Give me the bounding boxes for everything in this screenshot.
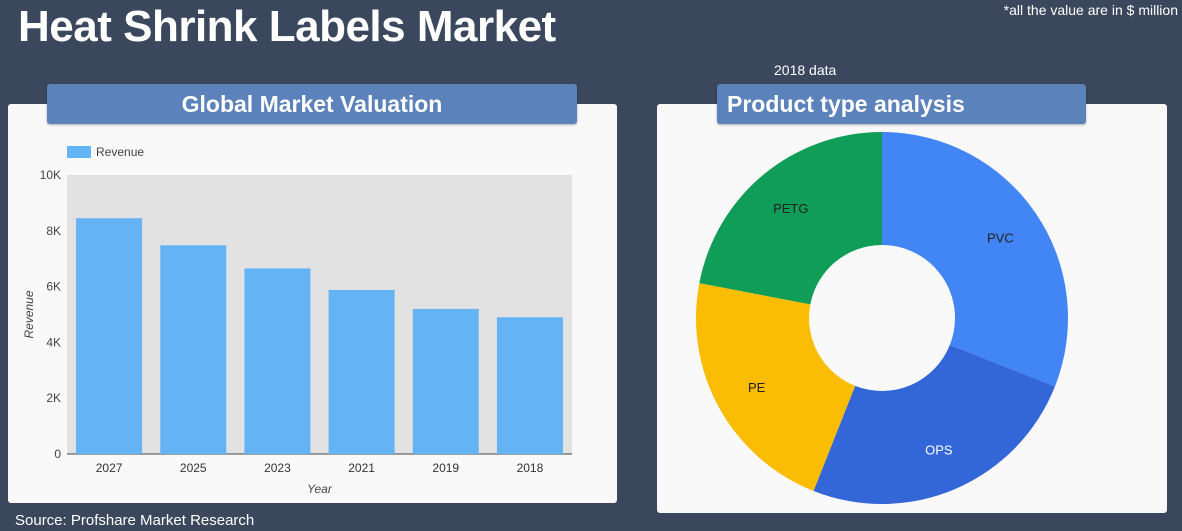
y-axis-title: Revenue	[22, 290, 36, 338]
y-tick-label: 6K	[46, 280, 61, 294]
plot-area	[67, 175, 572, 454]
slice-petg	[699, 132, 882, 305]
x-tick-label: 2019	[432, 461, 459, 475]
bar	[328, 289, 395, 454]
product-type-header: Product type analysis	[717, 84, 1086, 124]
y-tick-label: 4K	[46, 335, 61, 349]
slice-label: PVC	[987, 231, 1014, 246]
x-tick-label: 2025	[180, 461, 207, 475]
bar	[496, 317, 563, 454]
y-tick-label: 10K	[40, 168, 61, 182]
donut-chart: PVC OPS PE PETG	[696, 132, 1068, 504]
x-tick-label: 2027	[96, 461, 123, 475]
y-tick-label: 8K	[46, 224, 61, 238]
x-tick-label: 2021	[348, 461, 375, 475]
legend-label: Revenue	[96, 145, 144, 159]
page-title: Heat Shrink Labels Market	[18, 2, 556, 51]
x-tick-label: 2023	[264, 461, 291, 475]
bar	[76, 218, 143, 454]
units-note: *all the value are in $ million	[1003, 2, 1178, 18]
year-note: 2018 data	[774, 62, 837, 78]
slice-label: OPS	[925, 442, 953, 457]
slice-ops	[813, 344, 1055, 504]
bar	[160, 245, 227, 454]
legend-swatch	[67, 146, 91, 158]
x-tick-label: 2018	[517, 461, 544, 475]
bar-chart: 0 2K 4K 6K 8K 10K 2027 2025 2023 2021 2019 2018 Year…	[22, 145, 572, 496]
y-tick-label: 2K	[46, 391, 61, 405]
market-valuation-card: 0 2K 4K 6K 8K 10K 2027 2025 2023 2021 2019 2018 Year…	[8, 104, 617, 503]
source-note: Source: Profshare Market Research	[15, 512, 255, 529]
slice-pvc	[882, 132, 1068, 387]
market-valuation-header: Global Market Valuation	[47, 84, 577, 124]
y-tick-label: 0	[54, 447, 61, 461]
x-axis-title: Year	[307, 482, 333, 496]
bar	[244, 268, 311, 454]
slice-label: PE	[748, 380, 766, 395]
product-type-card: PVC OPS PE PETG	[657, 104, 1167, 513]
bar	[412, 308, 479, 454]
slice-label: PETG	[773, 201, 808, 216]
slice-pe	[696, 283, 856, 491]
